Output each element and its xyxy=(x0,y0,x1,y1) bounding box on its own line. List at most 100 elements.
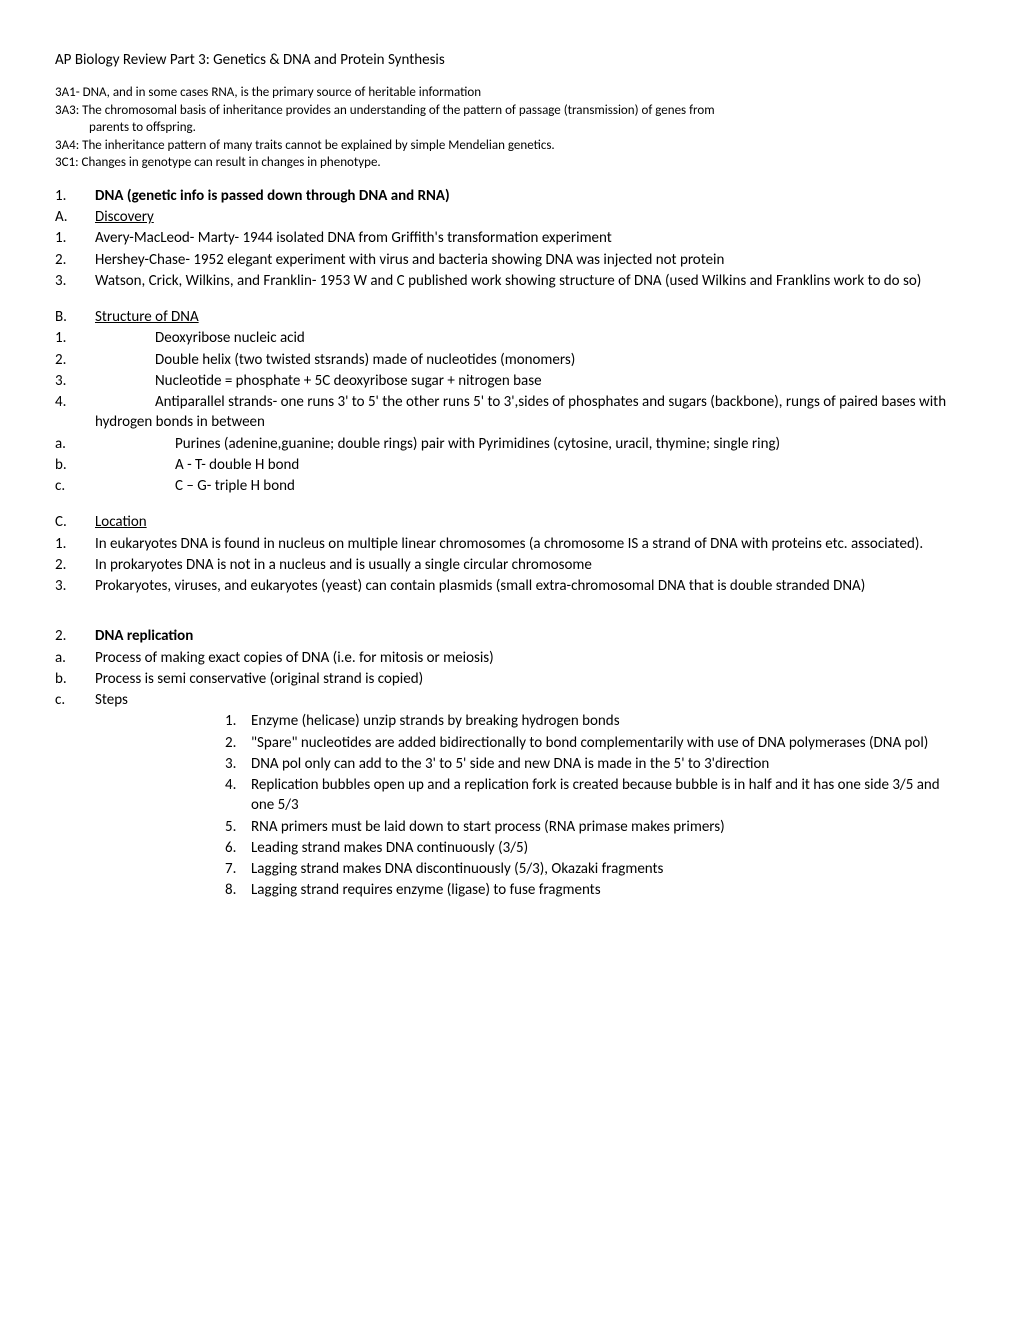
subsection-heading: A. Discovery xyxy=(55,207,965,227)
item-text: Purines (adenine,guanine; double rings) … xyxy=(175,435,780,453)
standards-block: 3A1- DNA, and in some cases RNA, is the … xyxy=(55,84,965,172)
standard-line: 3A3: The chromosomal basis of inheritanc… xyxy=(55,102,965,120)
list-item: 1. In eukaryotes DNA is found in nucleus… xyxy=(55,534,965,554)
marker: 8. xyxy=(225,880,251,900)
step-item: 2. "Spare" nucleotides are added bidirec… xyxy=(55,733,965,753)
marker: C. xyxy=(55,512,95,532)
step-item: 6. Leading strand makes DNA continuously… xyxy=(55,838,965,858)
step-item: 3. DNA pol only can add to the 3' to 5' … xyxy=(55,754,965,774)
item-text: Process of making exact copies of DNA (i… xyxy=(95,648,965,668)
item-text: In prokaryotes DNA is not in a nucleus a… xyxy=(95,555,965,575)
item-text: A - T- double H bond xyxy=(95,455,965,475)
spacer xyxy=(55,497,965,511)
standard-text: The inheritance pattern of many traits c… xyxy=(82,138,555,153)
standard-subline: parents to offspring. xyxy=(55,119,965,137)
list-item: 2. Double helix (two twisted stsrands) m… xyxy=(55,350,965,370)
heading-text: DNA replication xyxy=(95,626,965,646)
item-text: In eukaryotes DNA is found in nucleus on… xyxy=(95,534,965,554)
marker: 1. xyxy=(55,534,95,554)
item-text: Antiparallel strands- one runs 3' to 5' … xyxy=(95,393,946,431)
heading-text: Discovery xyxy=(95,207,965,227)
marker: 2. xyxy=(55,350,95,370)
list-item: 3. Watson, Crick, Wilkins, and Franklin-… xyxy=(55,271,965,291)
item-text: Double helix (two twisted stsrands) made… xyxy=(95,350,965,370)
spacer xyxy=(55,597,965,625)
marker: 3. xyxy=(55,576,95,596)
marker: 4. xyxy=(55,392,95,433)
item-text: Replication bubbles open up and a replic… xyxy=(251,775,965,816)
standard-text: Changes in genotype can result in change… xyxy=(82,155,381,170)
list-item: b. A - T- double H bond xyxy=(55,455,965,475)
marker: 3. xyxy=(55,271,95,291)
marker: b. xyxy=(55,669,95,689)
marker: 4. xyxy=(225,775,251,816)
marker: a. xyxy=(55,434,95,454)
list-item: 3. Prokaryotes, viruses, and eukaryotes … xyxy=(55,576,965,596)
step-item: 1. Enzyme (helicase) unzip strands by br… xyxy=(55,711,965,731)
item-text: Deoxyribose nucleic acid xyxy=(95,328,965,348)
marker: 5. xyxy=(225,817,251,837)
spacer xyxy=(55,292,965,306)
standard-code: 3A4: xyxy=(55,138,79,153)
marker: 1. xyxy=(55,328,95,348)
marker: 1. xyxy=(55,186,95,206)
standard-line: 3A4: The inheritance pattern of many tra… xyxy=(55,137,965,155)
marker: 2. xyxy=(55,626,95,646)
item-text: Lagging strand requires enzyme (ligase) … xyxy=(251,880,965,900)
marker: 6. xyxy=(225,838,251,858)
standard-text: The chromosomal basis of inheritance pro… xyxy=(82,103,714,118)
item-text: Steps xyxy=(95,690,965,710)
step-item: 8. Lagging strand requires enzyme (ligas… xyxy=(55,880,965,900)
list-item: 2. In prokaryotes DNA is not in a nucleu… xyxy=(55,555,965,575)
heading-text: Location xyxy=(95,512,965,532)
marker: 2. xyxy=(55,250,95,270)
list-item: a. Purines (adenine,guanine; double ring… xyxy=(55,434,965,454)
marker: c. xyxy=(55,476,95,496)
item-text: Leading strand makes DNA continuously (3… xyxy=(251,838,965,858)
list-item: c. C – G- triple H bond xyxy=(55,476,965,496)
standard-code: 3A3: xyxy=(55,103,79,118)
marker: a. xyxy=(55,648,95,668)
marker: b. xyxy=(55,455,95,475)
item-text: Lagging strand makes DNA discontinuously… xyxy=(251,859,965,879)
heading-text: Structure of DNA xyxy=(95,307,965,327)
standard-line: 3A1- DNA, and in some cases RNA, is the … xyxy=(55,84,965,102)
marker: 2. xyxy=(55,555,95,575)
item-text: Hershey-Chase- 1952 elegant experiment w… xyxy=(95,250,965,270)
item-text: Watson, Crick, Wilkins, and Franklin- 19… xyxy=(95,271,965,291)
item-text: Prokaryotes, viruses, and eukaryotes (ye… xyxy=(95,576,965,596)
item-text: Avery-MacLeod- Marty- 1944 isolated DNA … xyxy=(95,228,965,248)
standard-line: 3C1: Changes in genotype can result in c… xyxy=(55,154,965,172)
list-item: 1. Deoxyribose nucleic acid xyxy=(55,328,965,348)
standard-code: 3A1- xyxy=(55,85,80,100)
heading-text: DNA (genetic info is passed down through… xyxy=(95,186,965,206)
item-text: DNA pol only can add to the 3' to 5' sid… xyxy=(251,754,965,774)
item-text: Nucleotide = phosphate + 5C deoxyribose … xyxy=(95,371,965,391)
list-item: b. Process is semi conservative (origina… xyxy=(55,669,965,689)
list-item: c. Steps xyxy=(55,690,965,710)
document-title: AP Biology Review Part 3: Genetics & DNA… xyxy=(55,50,965,70)
step-item: 5. RNA primers must be laid down to star… xyxy=(55,817,965,837)
section-heading: 1. DNA (genetic info is passed down thro… xyxy=(55,186,965,206)
list-item: 3. Nucleotide = phosphate + 5C deoxyribo… xyxy=(55,371,965,391)
step-item: 4. Replication bubbles open up and a rep… xyxy=(55,775,965,816)
marker: 7. xyxy=(225,859,251,879)
subsection-heading: B. Structure of DNA xyxy=(55,307,965,327)
list-item: 2. Hershey-Chase- 1952 elegant experimen… xyxy=(55,250,965,270)
list-item: 4. Antiparallel strands- one runs 3' to … xyxy=(55,392,965,433)
section-heading: 2. DNA replication xyxy=(55,626,965,646)
item-text: Process is semi conservative (original s… xyxy=(95,669,965,689)
item-text: RNA primers must be laid down to start p… xyxy=(251,817,965,837)
standard-text: DNA, and in some cases RNA, is the prima… xyxy=(83,85,481,100)
marker: 2. xyxy=(225,733,251,753)
marker: 3. xyxy=(55,371,95,391)
standard-code: 3C1: xyxy=(55,155,79,170)
step-item: 7. Lagging strand makes DNA discontinuou… xyxy=(55,859,965,879)
marker: A. xyxy=(55,207,95,227)
marker: 1. xyxy=(55,228,95,248)
list-item: a. Process of making exact copies of DNA… xyxy=(55,648,965,668)
item-text: Enzyme (helicase) unzip strands by break… xyxy=(251,711,965,731)
marker: 1. xyxy=(225,711,251,731)
marker: B. xyxy=(55,307,95,327)
list-item: 1. Avery-MacLeod- Marty- 1944 isolated D… xyxy=(55,228,965,248)
